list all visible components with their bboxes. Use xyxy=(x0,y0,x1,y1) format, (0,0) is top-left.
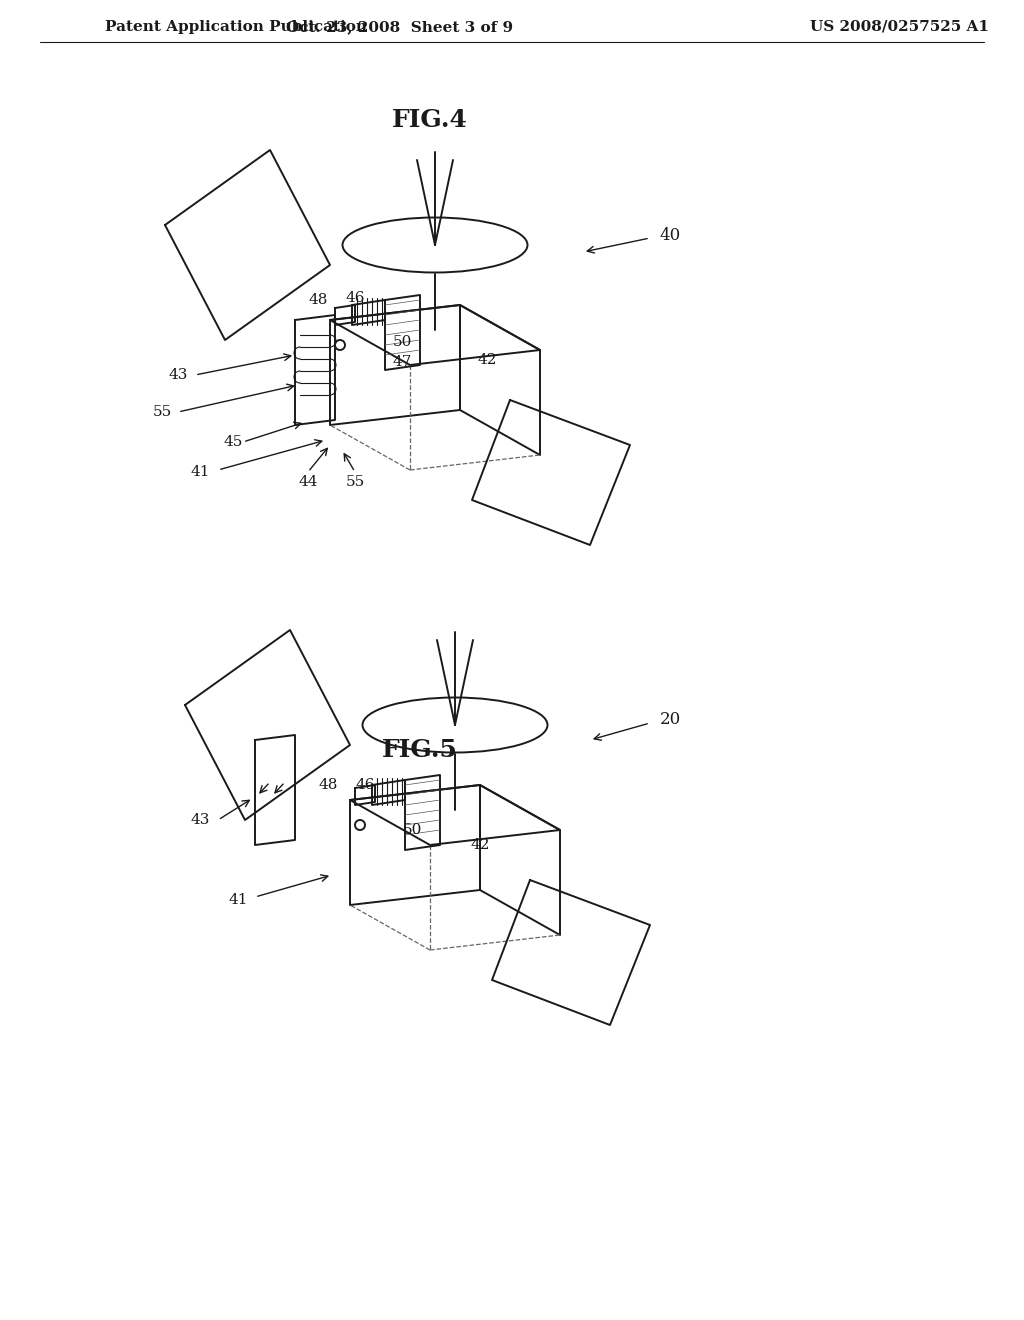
Text: 41: 41 xyxy=(190,465,210,479)
Text: 43: 43 xyxy=(168,368,187,381)
Text: FIG.5: FIG.5 xyxy=(382,738,458,762)
Text: 46: 46 xyxy=(345,290,365,305)
Text: 42: 42 xyxy=(477,352,497,367)
Text: 42: 42 xyxy=(470,838,489,851)
Text: FIG.4: FIG.4 xyxy=(392,108,468,132)
Text: 48: 48 xyxy=(308,293,328,308)
Text: Patent Application Publication: Patent Application Publication xyxy=(105,20,367,34)
Text: 41: 41 xyxy=(228,894,248,907)
Text: 50: 50 xyxy=(392,335,412,348)
Text: 50: 50 xyxy=(402,822,422,837)
Text: 48: 48 xyxy=(318,777,338,792)
Text: 46: 46 xyxy=(355,777,375,792)
Text: 43: 43 xyxy=(190,813,210,828)
Text: 55: 55 xyxy=(153,405,172,418)
Text: 40: 40 xyxy=(659,227,681,243)
Text: 45: 45 xyxy=(223,436,243,449)
Text: 44: 44 xyxy=(298,475,317,488)
Text: 20: 20 xyxy=(659,711,681,729)
Text: 47: 47 xyxy=(392,355,412,370)
Text: US 2008/0257525 A1: US 2008/0257525 A1 xyxy=(810,20,989,34)
Text: Oct. 23, 2008  Sheet 3 of 9: Oct. 23, 2008 Sheet 3 of 9 xyxy=(287,20,514,34)
Text: 55: 55 xyxy=(345,475,365,488)
